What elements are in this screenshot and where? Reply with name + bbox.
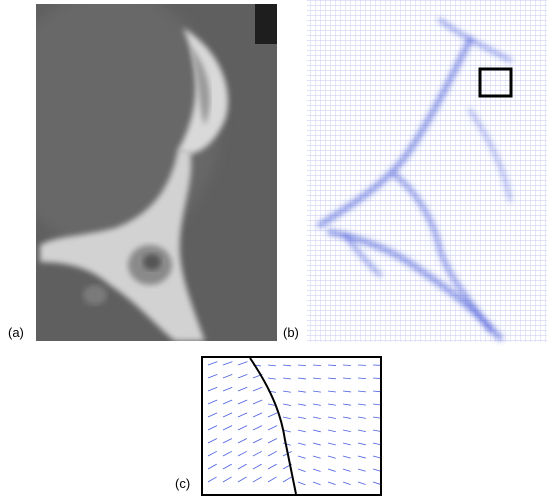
ct-image <box>0 0 277 341</box>
panel-label: (a) <box>8 325 24 340</box>
vector-arrow <box>373 378 381 379</box>
panel-label: (c) <box>175 476 190 491</box>
figure: (a) (b) (c) <box>0 0 547 500</box>
panel-label: (b) <box>283 325 299 340</box>
vector-field <box>307 0 547 342</box>
vector-arrow <box>328 365 336 366</box>
